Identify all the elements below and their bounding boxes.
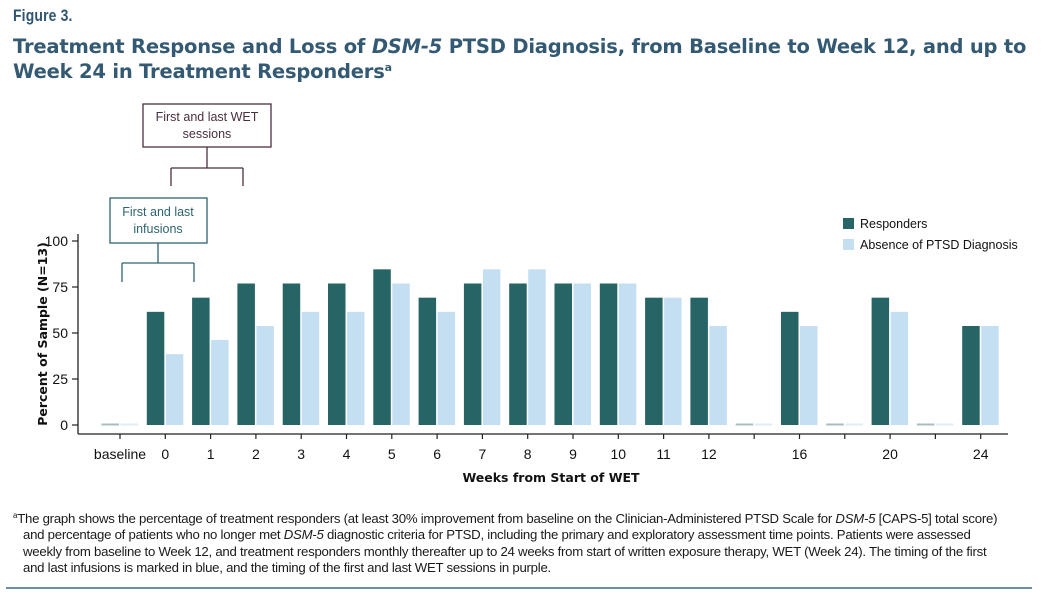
footnote-text: [CAPS-5] total score) — [875, 511, 998, 526]
bar-responders — [282, 283, 301, 425]
bar-absence — [211, 339, 229, 425]
bar-absence — [800, 326, 818, 425]
x-tick-label: 6 — [433, 446, 441, 462]
bar-absence — [845, 423, 863, 426]
footnote-line-3: weekly from baseline to Week 12, and tre… — [23, 543, 987, 559]
figure-label: Figure 3. — [13, 6, 73, 25]
infusions-bracket — [121, 243, 195, 282]
bar-responders — [509, 283, 527, 425]
legend-swatch-absence — [843, 239, 854, 250]
title-italic: DSM-5 — [371, 35, 443, 58]
bar-absence — [301, 311, 320, 425]
x-tick-label: 11 — [656, 446, 671, 462]
wet-sessions-bracket — [170, 147, 244, 186]
bar-responders — [463, 283, 482, 425]
footnote-line-2: and percentage of patients who no longer… — [13, 527, 1042, 543]
y-tick-label: 0 — [60, 417, 68, 433]
bar-responders — [690, 297, 708, 425]
x-tick-label: 0 — [161, 446, 169, 462]
x-tick-label: 10 — [611, 446, 627, 462]
figure-title: Treatment Response and Loss of DSM-5 PTS… — [13, 34, 1038, 84]
x-tick-label: 7 — [479, 446, 487, 462]
footnote-text: The graph shows the percentage of treatm… — [17, 511, 836, 526]
footnote-text: and percentage of patients who no longer… — [23, 527, 284, 543]
bar-absence — [256, 326, 274, 425]
bar-absence — [165, 354, 184, 425]
y-tick-label: 100 — [45, 233, 69, 249]
bar-absence — [754, 423, 773, 426]
infusions-label-line2: infusions — [133, 222, 182, 236]
x-tick-label: 1 — [207, 446, 215, 462]
bar-responders — [101, 423, 119, 426]
x-tick-label: 8 — [524, 446, 532, 462]
bar-absence — [392, 283, 410, 425]
title-text-2: PTSD Diagnosis, from Baseline to Week 12… — [13, 35, 1027, 83]
footnote-italic: DSM-5 — [835, 511, 876, 526]
y-tick-label: 75 — [52, 279, 68, 295]
bar-absence — [347, 311, 365, 425]
footnote-line-1: aThe graph shows the percentage of treat… — [13, 511, 1042, 527]
wet-sessions-box — [142, 103, 272, 148]
bar-responders — [554, 283, 572, 425]
bar-absence — [573, 283, 591, 425]
infusions-annotation: First and last infusions — [109, 197, 208, 282]
bar-responders — [192, 297, 210, 425]
bar-absence — [120, 423, 138, 426]
footnote-italic: DSM-5 — [283, 527, 324, 543]
x-tick-label: 3 — [297, 446, 305, 462]
bar-absence — [482, 269, 501, 425]
bar-absence — [709, 326, 727, 425]
bar-absence — [664, 297, 682, 425]
wet-sessions-annotation: First and last WET sessions — [142, 103, 272, 186]
bar-responders — [645, 297, 663, 425]
bar-responders — [237, 283, 255, 425]
y-tick-label: 50 — [52, 325, 68, 341]
bar-absence — [618, 283, 637, 425]
bar-absence — [528, 269, 546, 425]
legend-swatch-responders — [843, 218, 854, 229]
bar-absence — [437, 311, 456, 425]
bar-responders — [328, 283, 346, 425]
footnote: aThe graph shows the percentage of treat… — [13, 511, 1042, 576]
legend: Responders Absence of PTSD Diagnosis — [843, 217, 1018, 252]
x-tick-label: baseline — [94, 446, 146, 462]
wet-sessions-label-line2: sessions — [183, 127, 232, 141]
bar-chart: First and last WET sessions First and la… — [35, 103, 1018, 485]
legend-label-absence: Absence of PTSD Diagnosis — [860, 238, 1018, 252]
bar-responders — [916, 423, 935, 426]
y-tick-label: 25 — [52, 371, 68, 387]
title-superscript: a — [384, 61, 392, 74]
x-axis-label: Weeks from Start of WET — [462, 470, 640, 485]
bar-absence — [890, 311, 909, 425]
x-tick-label: 12 — [701, 446, 717, 462]
x-tick-label: 9 — [569, 446, 577, 462]
bar-responders — [418, 297, 437, 425]
footnote-superscript: a — [13, 511, 18, 520]
footnote-text: diagnostic criteria for PTSD, including … — [323, 527, 971, 543]
bar-absence — [981, 326, 999, 425]
title-text-1: Treatment Response and Loss of — [13, 35, 372, 58]
bar-responders — [781, 311, 799, 425]
x-tick-label: 4 — [343, 446, 351, 462]
bar-responders — [599, 283, 618, 425]
bar-responders — [735, 423, 754, 426]
x-tick-label: 16 — [792, 446, 808, 462]
wet-sessions-label-line1: First and last WET — [156, 110, 259, 124]
x-tick-label: 24 — [973, 446, 989, 462]
bar-responders — [373, 269, 391, 425]
bar-responders — [826, 423, 844, 426]
x-tick-label: 2 — [252, 446, 260, 462]
bottom-rule — [6, 587, 1032, 589]
bar-responders — [962, 326, 980, 425]
bar-absence — [935, 423, 954, 426]
bar-responders — [146, 311, 165, 425]
y-axis-label: Percent of Sample (N=13) — [35, 242, 50, 426]
x-tick-label: 20 — [882, 446, 898, 462]
legend-label-responders: Responders — [860, 217, 927, 231]
infusions-box — [109, 197, 208, 244]
infusions-label-line1: First and last — [122, 205, 194, 219]
bar-responders — [871, 297, 890, 425]
footnote-line-4: and last infusions is marked in blue, an… — [23, 559, 551, 575]
x-tick-label: 5 — [388, 446, 396, 462]
